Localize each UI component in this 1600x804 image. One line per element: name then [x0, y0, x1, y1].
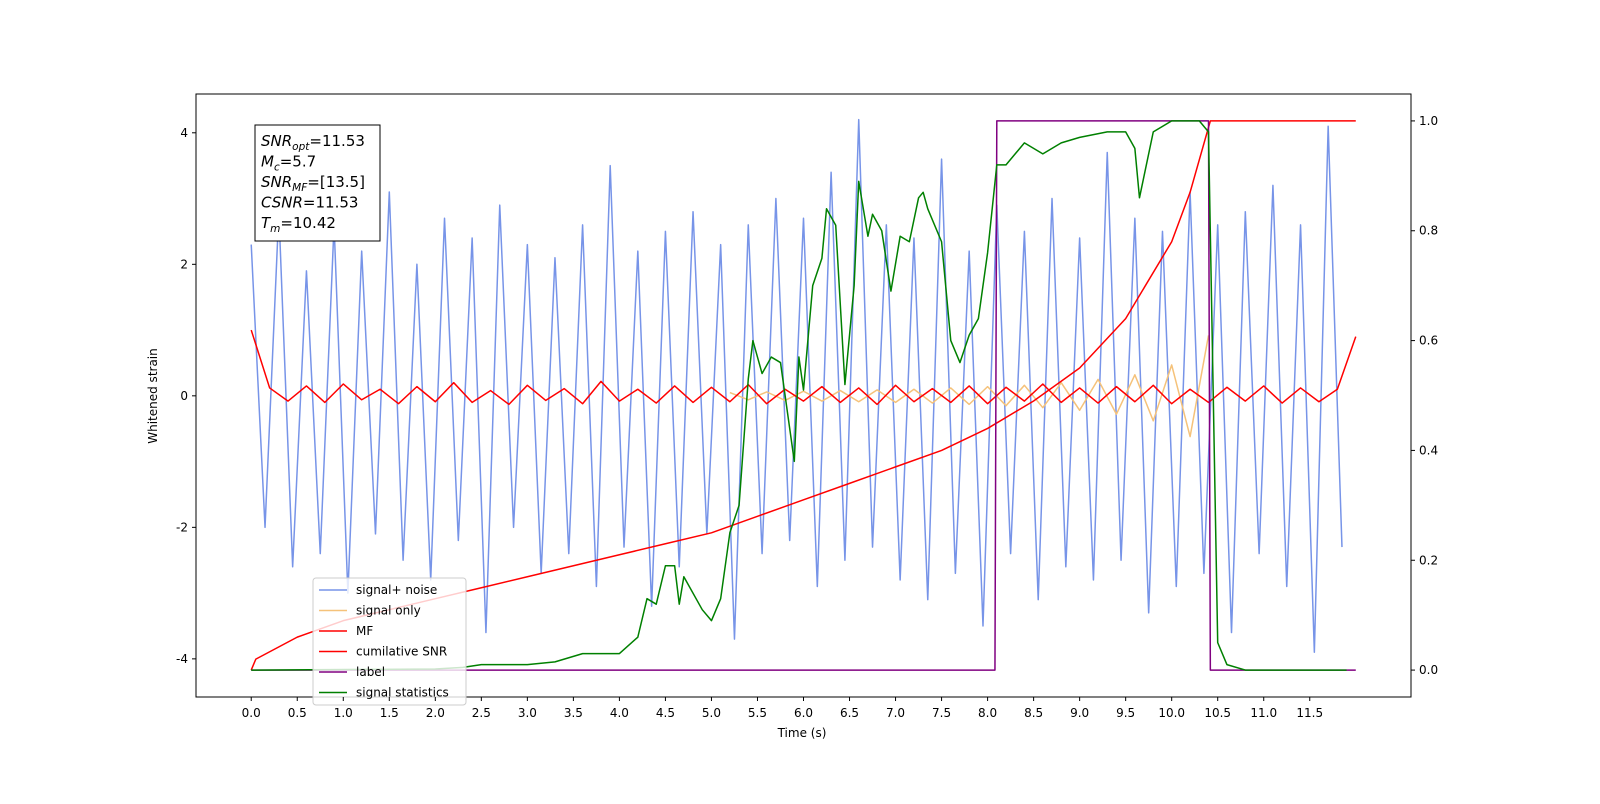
x-tick-label: 1.0 [334, 706, 353, 720]
y2-tick-label: 0.2 [1419, 553, 1438, 567]
y-axis-label: Whitened strain [146, 348, 160, 444]
x-tick-label: 6.5 [840, 706, 859, 720]
y-tick-label: 4 [180, 126, 188, 140]
x-tick-label: 3.5 [564, 706, 583, 720]
annotation-symbol: SNR [261, 132, 292, 150]
x-tick-label: 1.5 [380, 706, 399, 720]
annotation: CSNR=11.53 [261, 194, 358, 212]
x-tick-label: 7.0 [886, 706, 905, 720]
annotation-symbol: T [261, 214, 272, 232]
series-line [251, 120, 1356, 671]
x-tick-label: 4.0 [610, 706, 629, 720]
annotation-box: SNRopt=11.53Mc=5.7SNRMF=[13.5]CSNR=11.53… [254, 124, 381, 242]
y2-tick-label: 1.0 [1419, 114, 1438, 128]
annotation: Tm=10.42 [261, 214, 336, 235]
y-tick-label: 0 [180, 389, 188, 403]
series-line [729, 335, 1210, 438]
x-tick-label: 2.5 [472, 706, 491, 720]
x-tick-label: 6.0 [794, 706, 813, 720]
y-tick-label: -2 [176, 520, 188, 534]
annotation-value: =11.53 [309, 132, 365, 150]
annotation-value: =11.53 [303, 194, 359, 212]
x-tick-label: 8.0 [978, 706, 997, 720]
annotation: Mc=5.7 [261, 153, 316, 174]
annotation-symbol: CSNR [261, 194, 303, 212]
y2-tick-label: 0.4 [1419, 443, 1438, 457]
series-line [250, 329, 1357, 406]
annotation-value: =5.7 [280, 153, 316, 171]
annotation-symbol: M [261, 153, 274, 171]
annotation-subscript: m [270, 223, 280, 235]
legend-label: signal statistics [356, 686, 449, 700]
annotation-value: =[13.5] [307, 173, 365, 191]
x-tick-label: 11.0 [1250, 706, 1277, 720]
legend-label: label [356, 665, 385, 679]
x-tick-label: 7.5 [932, 706, 951, 720]
annotation-frame [254, 124, 381, 242]
x-tick-label: 10.5 [1204, 706, 1231, 720]
y-tick-label: -4 [176, 652, 188, 666]
x-tick-label: 2.0 [426, 706, 445, 720]
x-axis-label: Time (s) [777, 726, 827, 740]
legend-label: signal only [356, 604, 421, 618]
x-tick-label: 3.0 [518, 706, 537, 720]
x-tick-label: 5.5 [748, 706, 767, 720]
annotation: SNRMF=[13.5] [261, 173, 365, 194]
annotation-subscript: opt [292, 141, 310, 153]
annotation-symbol: SNR [261, 173, 292, 191]
y-tick-label: 2 [180, 257, 188, 271]
x-tick-label: 8.5 [1024, 706, 1043, 720]
y2-tick-label: 0.0 [1419, 663, 1438, 677]
x-tick-label: 11.5 [1296, 706, 1323, 720]
x-tick-label: 10.0 [1158, 706, 1185, 720]
legend-label: signal+ noise [356, 583, 437, 597]
x-tick-label: 0.5 [288, 706, 307, 720]
annotation-subscript: MF [292, 182, 308, 194]
y2-tick-label: 0.6 [1419, 334, 1438, 348]
legend-label: MF [356, 624, 373, 638]
x-tick-label: 9.5 [1116, 706, 1135, 720]
annotation-value: =10.42 [280, 214, 336, 232]
x-tick-label: 4.5 [656, 706, 675, 720]
series-line [251, 120, 1347, 671]
annotation-subscript: c [274, 162, 280, 174]
series-line [250, 118, 1343, 654]
legend-label: cumilative SNR [356, 645, 447, 659]
x-tick-label: 5.0 [702, 706, 721, 720]
x-tick-label: 0.0 [242, 706, 261, 720]
annotation: SNRopt=11.53 [261, 132, 365, 153]
x-tick-label: 9.0 [1070, 706, 1089, 720]
legend: signal+ noise signal only MF cumilative SNR… [312, 577, 467, 706]
y2-tick-label: 0.8 [1419, 224, 1438, 238]
legend-frame [312, 577, 467, 706]
